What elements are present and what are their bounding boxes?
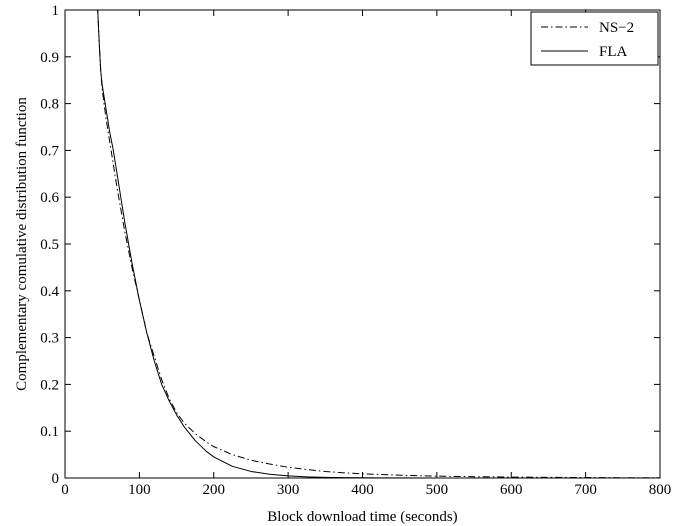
y-tick-label: 0.4: [40, 284, 59, 300]
y-tick-label: 0.3: [40, 331, 59, 347]
x-tick-label: 500: [426, 482, 449, 498]
y-tick-label: 0.2: [40, 377, 59, 393]
axes-frame: [64, 9, 661, 479]
y-axis-label: Complementary comulative distribution fu…: [14, 97, 30, 391]
tick-layer: 0 100 200 300 400 500 600 700 800 0 0.1 0.2 0.3 0.4 0.…: [40, 3, 671, 498]
x-tick-label: 400: [351, 482, 374, 498]
y-tick-label: 0.7: [40, 143, 59, 159]
y-tick-label: 0.1: [40, 424, 59, 440]
y-tick-label: 0.5: [40, 237, 59, 253]
legend-label-fla: FLA: [599, 44, 628, 60]
y-tick-label: 0.6: [40, 190, 59, 206]
series-line-ns2: [65, 9, 661, 479]
x-tick-label: 0: [61, 482, 69, 498]
legend-label-ns2: NS−2: [599, 20, 634, 36]
x-tick-label: 200: [203, 482, 226, 498]
legend-box: [530, 11, 659, 66]
x-tick-label: 600: [500, 482, 523, 498]
y-tick-label: 0: [52, 471, 60, 487]
x-tick-label: 700: [574, 482, 597, 498]
y-tick-label: 0.8: [40, 97, 59, 113]
y-tick-label: 1: [52, 3, 60, 19]
plot-area: [65, 10, 660, 478]
x-tick-label: 100: [128, 482, 151, 498]
legend: NS−2 FLA: [530, 11, 659, 66]
x-tick-label: 300: [277, 482, 300, 498]
x-tick-label: 800: [649, 482, 672, 498]
x-axis-label: Block download time (seconds): [267, 509, 457, 525]
y-tick-label: 0.9: [40, 50, 59, 66]
